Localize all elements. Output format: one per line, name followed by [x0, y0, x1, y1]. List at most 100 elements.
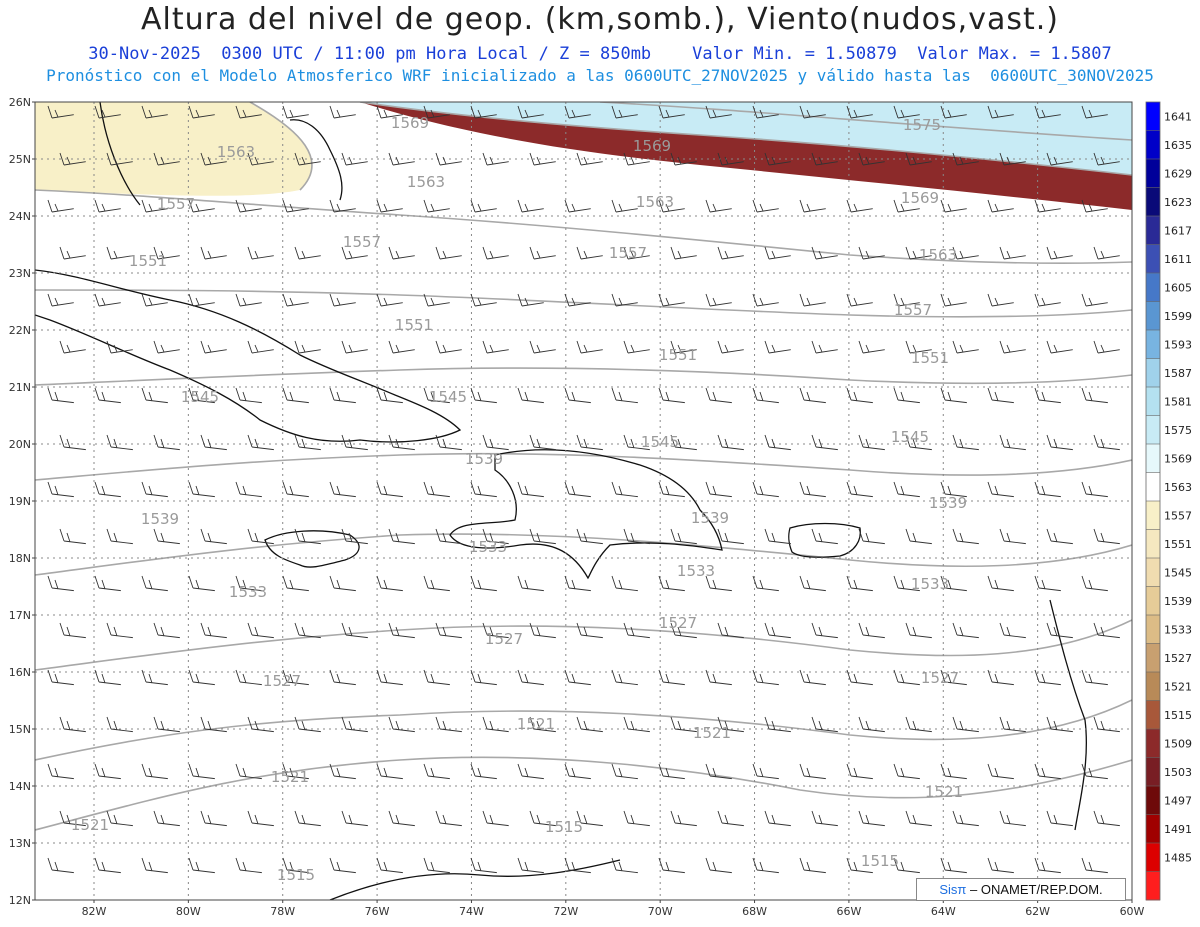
lat-label-23N: 23N — [9, 267, 31, 280]
colorbar-label-1521: 1521 — [1164, 680, 1192, 693]
colorbar-label-1551: 1551 — [1164, 538, 1192, 551]
wind-barb — [799, 481, 826, 498]
wind-barb — [799, 105, 826, 119]
wind-barb — [529, 622, 556, 639]
wind-barb — [752, 105, 779, 119]
wind-barb — [1046, 246, 1073, 260]
wind-barb — [141, 293, 168, 307]
wind-barb — [905, 528, 932, 545]
colorbar-swatch — [1146, 358, 1160, 388]
wind-barb — [153, 340, 180, 354]
colorbar-swatch — [1146, 786, 1160, 815]
wind-barb — [893, 575, 920, 592]
wind-barb — [858, 716, 885, 733]
latitude-labels: 26N 25N 24N 23N 22N 21N 20N 19N 18N 17N 16N 15N 14N 1… — [9, 96, 35, 907]
colorbar-swatch — [1146, 558, 1160, 587]
wind-barb — [235, 857, 262, 874]
wind-barb — [94, 481, 121, 498]
wind-barb — [141, 763, 168, 780]
wind-barb — [200, 434, 227, 451]
wind-barb — [235, 575, 262, 592]
wind-barb — [1093, 340, 1120, 354]
wind-barb — [623, 716, 650, 733]
lon-label-78W: 78W — [270, 905, 295, 918]
wind-barb — [341, 528, 368, 545]
wind-barb — [188, 387, 215, 404]
wind-barb — [294, 622, 321, 639]
wind-barb — [294, 340, 321, 354]
colorbar-swatch — [1146, 472, 1160, 502]
wind-barb — [435, 810, 462, 827]
wind-barb — [564, 857, 591, 874]
wind-barb — [846, 857, 873, 874]
wind-barb — [247, 716, 274, 733]
wind-barb — [282, 763, 309, 780]
wind-barb — [1081, 293, 1108, 307]
wind-barb — [623, 340, 650, 354]
contour-label: 1551 — [395, 316, 433, 334]
wind-barb — [764, 622, 791, 639]
wind-barb — [623, 810, 650, 827]
wind-barb — [482, 152, 509, 166]
wind-barb — [329, 669, 356, 686]
wind-barb — [893, 105, 920, 119]
valid-time-subtitle: 30-Nov-2025 0300 UTC / 11:00 pm Hora Loc… — [88, 44, 1112, 64]
wind-barb — [576, 340, 603, 354]
colorbar-swatch — [1146, 216, 1160, 245]
wind-barb — [482, 622, 509, 639]
wind-barb — [423, 387, 450, 404]
wind-barb — [670, 528, 697, 545]
colorbar-swatch — [1146, 729, 1160, 758]
wind-barb — [423, 293, 450, 307]
wind-barb — [435, 716, 462, 733]
wind-barb — [235, 199, 262, 213]
wind-barb — [1034, 481, 1061, 498]
colorbar-label-1563: 1563 — [1164, 481, 1192, 494]
wind-barb — [564, 105, 591, 119]
wind-barb — [705, 293, 732, 307]
wind-barb — [482, 716, 509, 733]
contour-label: 1551 — [911, 349, 949, 367]
wind-barb — [341, 152, 368, 166]
wind-barb — [576, 246, 603, 260]
contour-label: 1545 — [181, 388, 219, 406]
wind-barb — [282, 481, 309, 498]
wind-barb — [999, 810, 1026, 827]
contour-label: 1527 — [921, 669, 959, 687]
wind-barb — [952, 152, 979, 166]
wind-barb — [576, 528, 603, 545]
wind-barb — [529, 434, 556, 451]
colorbar-label-1491: 1491 — [1164, 823, 1192, 836]
contour-label: 1533 — [677, 562, 715, 580]
contour-label: 1557 — [343, 233, 381, 251]
wind-barb — [987, 763, 1014, 780]
wind-barb — [658, 293, 685, 307]
lon-label-62W: 62W — [1025, 905, 1050, 918]
wind-barb — [858, 434, 885, 451]
wind-barb — [282, 199, 309, 213]
wind-barb — [799, 575, 826, 592]
contour-label: 1539 — [465, 450, 503, 468]
wind-barb — [1081, 575, 1108, 592]
wind-barb — [470, 763, 497, 780]
wind-barb — [329, 857, 356, 874]
wind-barb — [717, 528, 744, 545]
wind-barb — [94, 857, 121, 874]
wind-barb — [376, 293, 403, 307]
wind-barb — [282, 293, 309, 307]
wind-barb — [329, 293, 356, 307]
wind-barb — [846, 575, 873, 592]
colorbar-label-1635: 1635 — [1164, 139, 1192, 152]
wind-barb — [1081, 857, 1108, 874]
contour-label: 1563 — [636, 193, 674, 211]
wind-barb — [952, 810, 979, 827]
wind-barb — [200, 246, 227, 260]
wind-barb — [329, 105, 356, 119]
lat-label-21N: 21N — [9, 381, 31, 394]
lon-label-66W: 66W — [836, 905, 861, 918]
wind-barb — [717, 340, 744, 354]
wind-barb — [341, 246, 368, 260]
wind-barb — [987, 575, 1014, 592]
wind-barb — [106, 246, 133, 260]
wind-barb — [47, 669, 74, 686]
